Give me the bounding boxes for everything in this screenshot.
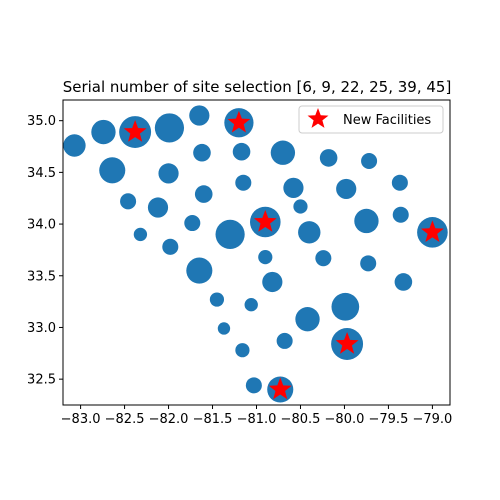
site-point	[262, 271, 283, 293]
site-point	[120, 193, 137, 210]
site-point	[258, 250, 273, 265]
x-tick-label: −80.0	[325, 412, 365, 427]
site-point	[193, 143, 211, 162]
site-point	[315, 250, 332, 267]
chart-title: Serial number of site selection [6, 9, 2…	[63, 78, 452, 96]
site-point	[295, 307, 320, 332]
site-point	[154, 113, 185, 143]
site-point	[99, 157, 126, 184]
site-point	[189, 105, 210, 126]
site-point	[186, 257, 213, 284]
site-point	[361, 152, 378, 170]
site-point	[392, 206, 409, 223]
x-tick-label: −81.5	[193, 412, 233, 427]
plot-area	[62, 99, 451, 406]
site-point	[147, 197, 169, 218]
y-tick-label: 34.5	[27, 166, 56, 181]
y-tick-label: 33.5	[27, 269, 56, 284]
site-point	[184, 215, 201, 232]
legend-star-shape	[307, 108, 329, 128]
x-tick-label: −83.0	[61, 412, 101, 427]
x-tick-label: −81.0	[237, 412, 277, 427]
site-point	[235, 343, 250, 358]
site-point	[298, 221, 321, 244]
legend-star-icon	[307, 108, 329, 128]
y-tick-label: 34.0	[27, 218, 56, 233]
site-point	[162, 238, 179, 255]
new-facility-star-icon	[335, 332, 359, 354]
new-facilities-layer	[123, 110, 444, 400]
x-tick-label: −80.5	[281, 412, 321, 427]
x-axis: −83.0 −82.5 −82.0 −81.5 −81.0 −80.5 −80.0 −79.5…	[61, 405, 452, 427]
x-tick-label: −79.5	[369, 412, 409, 427]
site-point	[63, 134, 86, 157]
site-point	[336, 178, 357, 200]
y-tick-label: 35.0	[27, 114, 56, 129]
y-tick-label: 32.5	[27, 373, 56, 388]
site-point	[391, 174, 408, 191]
legend-box	[298, 105, 444, 134]
new-facility-star-icon	[421, 220, 444, 243]
new-facility-star-icon	[123, 120, 147, 142]
site-point	[293, 199, 308, 214]
site-point	[270, 140, 296, 165]
new-facility-star-icon	[268, 377, 292, 400]
site-point	[244, 298, 258, 312]
site-point	[235, 174, 252, 191]
legend: New Facilities	[298, 105, 444, 134]
site-point	[394, 273, 413, 291]
site-point	[276, 332, 293, 349]
site-point	[319, 149, 338, 167]
site-point	[215, 219, 245, 250]
site-point	[209, 292, 225, 307]
site-point	[232, 142, 251, 161]
new-facility-star-icon	[253, 210, 277, 232]
legend-label-new-facilities: New Facilities	[343, 113, 431, 128]
sites-layer	[63, 105, 448, 403]
x-tick-label: −79.0	[412, 412, 452, 427]
y-axis: 32.5 33.0 33.5 34.0 34.5 35.0	[27, 114, 63, 388]
site-point	[245, 377, 262, 394]
site-point	[354, 208, 379, 234]
site-point	[158, 163, 179, 184]
site-point	[360, 255, 377, 272]
y-tick-label: 33.0	[27, 321, 56, 336]
x-tick-label: −82.5	[105, 412, 145, 427]
site-point	[331, 292, 360, 321]
site-point	[133, 227, 148, 242]
new-facility-star-icon	[227, 110, 251, 133]
site-point	[91, 119, 116, 145]
site-point	[217, 322, 231, 335]
x-tick-label: −82.0	[149, 412, 189, 427]
site-point	[283, 177, 304, 198]
site-point	[194, 185, 213, 203]
